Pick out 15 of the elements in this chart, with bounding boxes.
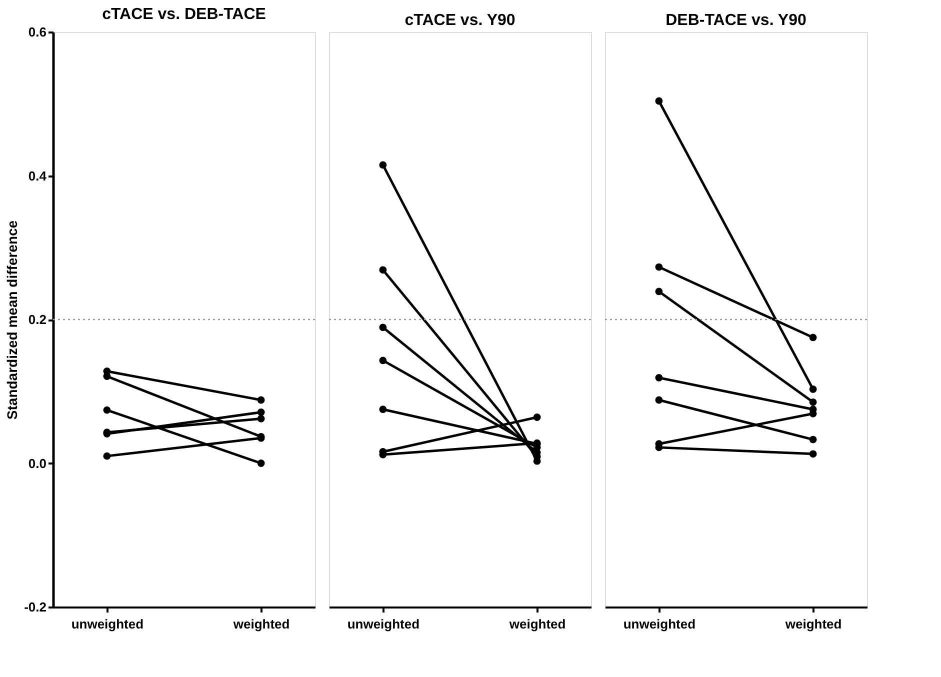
chart-title: DEB-TACE vs. Y90 <box>666 12 806 29</box>
x-tick-label: weighted <box>784 616 842 632</box>
y-axis-title: Standardized mean difference <box>4 220 20 420</box>
x-tick-label: unweighted <box>347 616 420 632</box>
y-tick-label: 0.2 <box>28 312 46 327</box>
x-tick-label: weighted <box>508 616 566 632</box>
y-tick-label: 0.0 <box>28 456 46 471</box>
x-tick-label: weighted <box>232 616 290 632</box>
x-tick-label: unweighted <box>71 616 144 632</box>
x-tick-label: unweighted <box>623 616 696 632</box>
y-tick-label: -0.2 <box>24 600 46 614</box>
y-tick-label: 0.6 <box>28 24 46 40</box>
chart-title: cTACE vs. DEB-TACE <box>102 6 266 23</box>
chart-title: cTACE vs. Y90 <box>404 12 516 29</box>
y-tick-label: 0.4 <box>28 168 48 184</box>
